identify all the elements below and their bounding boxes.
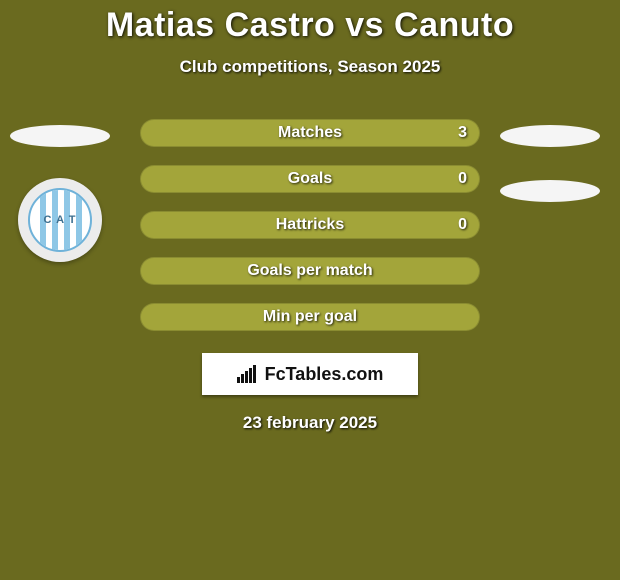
avatar-placeholder-right-2 [500,180,600,202]
club-badge: C A T [18,178,102,262]
date-text: 23 february 2025 [0,413,620,433]
brand-box: FcTables.com [202,353,418,395]
stat-row-goals-per-match: Goals per match [140,257,480,285]
stat-row-min-per-goal: Min per goal [140,303,480,331]
stat-value: 0 [458,170,467,188]
stat-row-goals: Goals 0 [140,165,480,193]
club-badge-letters: C A T [44,214,77,226]
stat-row-matches: Matches 3 [140,119,480,147]
bar-chart-icon [237,365,259,383]
stat-label: Goals per match [247,262,372,280]
club-badge-inner: C A T [28,188,92,252]
stat-label: Goals [288,170,332,188]
stat-value: 3 [458,124,467,142]
stat-row-hattricks: Hattricks 0 [140,211,480,239]
stat-label: Matches [278,124,342,142]
brand-text: FcTables.com [265,364,384,385]
page-subtitle: Club competitions, Season 2025 [0,57,620,77]
stat-value: 0 [458,216,467,234]
stat-label: Min per goal [263,308,357,326]
page-title: Matias Castro vs Canuto [0,0,620,45]
stat-label: Hattricks [276,216,344,234]
avatar-placeholder-right-1 [500,125,600,147]
infographic-container: Matias Castro vs Canuto Club competition… [0,0,620,580]
avatar-placeholder-left [10,125,110,147]
